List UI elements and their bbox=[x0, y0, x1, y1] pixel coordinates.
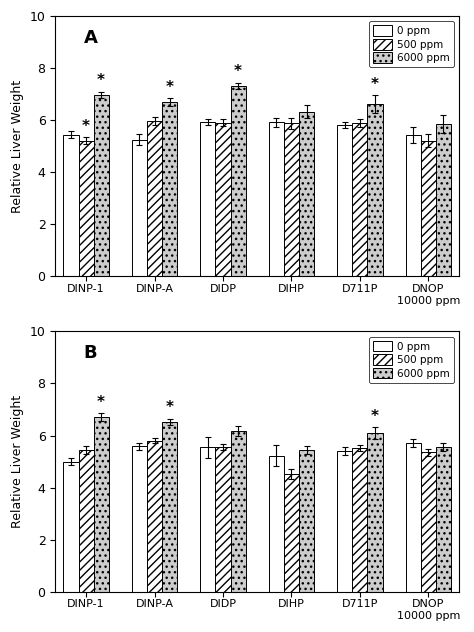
Text: *: * bbox=[165, 401, 173, 415]
Bar bbox=[64, 135, 79, 276]
Text: A: A bbox=[83, 29, 98, 47]
Text: *: * bbox=[165, 80, 173, 95]
Bar bbox=[436, 447, 451, 592]
Bar bbox=[93, 95, 109, 276]
Text: B: B bbox=[83, 344, 97, 362]
Bar bbox=[79, 450, 93, 592]
Bar bbox=[367, 433, 383, 592]
Bar bbox=[147, 441, 162, 592]
Bar bbox=[284, 123, 299, 276]
Bar bbox=[64, 461, 79, 592]
Bar bbox=[201, 447, 216, 592]
Text: *: * bbox=[234, 64, 242, 80]
Text: *: * bbox=[82, 119, 90, 134]
Bar bbox=[406, 135, 421, 276]
Bar bbox=[299, 450, 314, 592]
Bar bbox=[337, 125, 352, 276]
Bar bbox=[299, 112, 314, 276]
Bar bbox=[132, 446, 147, 592]
Y-axis label: Relative Liver Weight: Relative Liver Weight bbox=[11, 395, 24, 528]
Bar bbox=[216, 123, 230, 276]
Bar bbox=[436, 124, 451, 276]
Legend: 0 ppm, 500 ppm, 6000 ppm: 0 ppm, 500 ppm, 6000 ppm bbox=[369, 21, 454, 68]
Bar bbox=[147, 121, 162, 276]
Bar bbox=[230, 86, 246, 276]
Bar bbox=[230, 431, 246, 592]
Text: *: * bbox=[97, 73, 105, 88]
Bar bbox=[93, 417, 109, 592]
Text: *: * bbox=[97, 395, 105, 410]
Bar bbox=[352, 123, 367, 276]
Legend: 0 ppm, 500 ppm, 6000 ppm: 0 ppm, 500 ppm, 6000 ppm bbox=[369, 337, 454, 383]
Bar bbox=[352, 447, 367, 592]
Bar bbox=[421, 140, 436, 276]
Y-axis label: Relative Liver Weight: Relative Liver Weight bbox=[11, 80, 24, 213]
Bar bbox=[162, 422, 177, 592]
Bar bbox=[337, 451, 352, 592]
Bar bbox=[132, 140, 147, 276]
Bar bbox=[269, 122, 284, 276]
Bar bbox=[79, 140, 93, 276]
Bar bbox=[406, 443, 421, 592]
Bar bbox=[367, 104, 383, 276]
Bar bbox=[216, 447, 230, 592]
Bar bbox=[162, 102, 177, 276]
Bar bbox=[421, 453, 436, 592]
Text: *: * bbox=[371, 76, 379, 92]
Bar bbox=[201, 122, 216, 276]
Text: *: * bbox=[371, 409, 379, 424]
Bar bbox=[284, 474, 299, 592]
Bar bbox=[269, 456, 284, 592]
